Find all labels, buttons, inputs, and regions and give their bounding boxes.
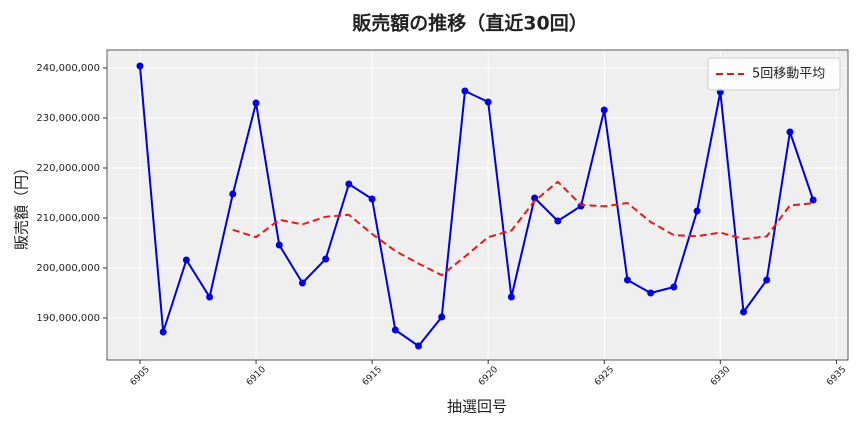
data-point <box>600 106 608 114</box>
data-point <box>484 98 492 106</box>
x-tick-label: 6905 <box>129 365 152 388</box>
data-point <box>275 241 283 249</box>
data-point <box>298 279 306 287</box>
data-point <box>461 87 469 95</box>
data-point <box>136 62 144 70</box>
data-point <box>206 293 214 301</box>
data-point <box>693 207 701 215</box>
marks <box>136 62 817 350</box>
data-point <box>786 128 794 136</box>
plot-frame <box>106 49 849 361</box>
data-point <box>345 180 353 188</box>
data-point <box>740 308 748 316</box>
legend-box <box>707 57 841 91</box>
x-tick-label: 6920 <box>477 365 500 388</box>
data-point <box>322 255 330 263</box>
data-point <box>182 256 190 264</box>
data-point <box>531 194 539 202</box>
chart-title: 販売額の推移（直近30回） <box>352 12 587 35</box>
legend-label: 5回移動平均 <box>752 67 825 82</box>
data-point <box>368 195 376 203</box>
y-tick-label: 210,000,000 <box>36 213 100 224</box>
data-point <box>252 99 260 107</box>
x-tick-label: 6935 <box>825 365 848 388</box>
x-tick-label: 6930 <box>709 365 732 388</box>
data-point <box>229 190 237 198</box>
data-point <box>159 328 167 336</box>
y-tick-label: 240,000,000 <box>36 63 100 74</box>
y-tick-label: 190,000,000 <box>36 313 100 324</box>
data-point <box>809 196 817 204</box>
series-line <box>138 65 815 348</box>
data-point <box>763 276 771 284</box>
data-point <box>670 283 678 291</box>
x-tick-label: 6925 <box>593 365 616 388</box>
data-point <box>647 289 655 297</box>
x-tick-label: 6915 <box>361 365 384 388</box>
x-tick-label: 6910 <box>245 365 268 388</box>
y-tick-label: 200,000,000 <box>36 263 100 274</box>
data-point <box>438 313 446 321</box>
data-point <box>391 326 399 334</box>
data-point <box>623 276 631 284</box>
y-tick-label: 230,000,000 <box>36 113 100 124</box>
series-line <box>232 180 814 277</box>
data-point <box>415 342 423 350</box>
data-point <box>507 293 515 301</box>
data-point <box>554 217 562 225</box>
x-axis-label: 抽選回号 <box>447 398 507 416</box>
y-tick-label: 220,000,000 <box>36 163 100 174</box>
y-axis-label: 販売額（円） <box>13 160 31 250</box>
